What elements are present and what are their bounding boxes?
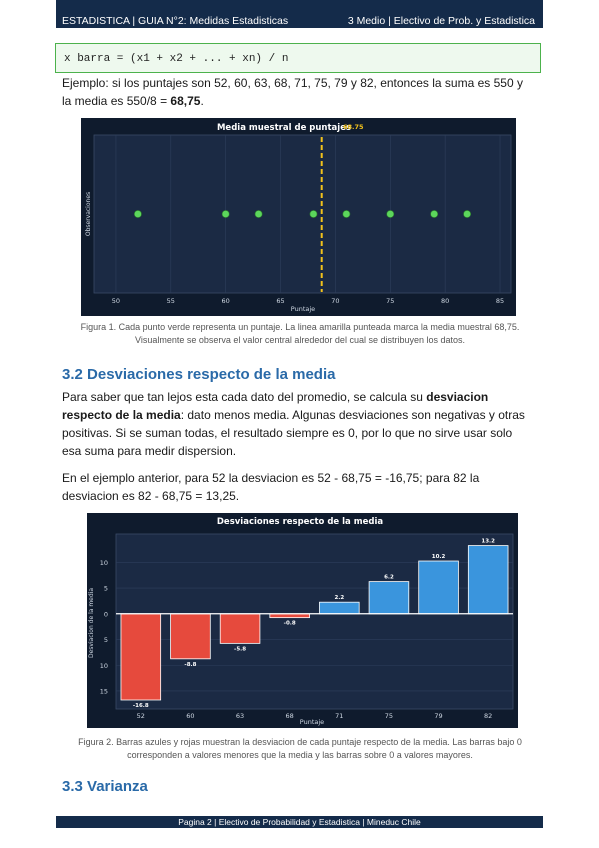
bar-value-label: 10.2 bbox=[432, 554, 446, 560]
figure2-caption: Figura 2. Barras azules y rojas muestran… bbox=[78, 737, 522, 760]
data-point bbox=[386, 210, 395, 218]
bar-value-label: 13.2 bbox=[481, 539, 495, 545]
bar bbox=[368, 581, 410, 615]
y-tick-label: 15 bbox=[100, 687, 108, 695]
bar-value-label: -8.8 bbox=[184, 662, 196, 668]
bar bbox=[120, 613, 162, 701]
bar bbox=[170, 613, 211, 660]
bar-value-label: -0.8 bbox=[284, 621, 296, 627]
y-tick-label: 0 bbox=[104, 610, 108, 618]
chart-title: Media muestral de puntajes bbox=[217, 123, 351, 133]
figure1-caption: Figura 1. Cada punto verde representa un… bbox=[80, 322, 520, 345]
bar bbox=[418, 560, 459, 615]
x-tick-label: 85 bbox=[496, 297, 504, 305]
deviation-bar-chart: Desviaciones respecto de la media Desvia… bbox=[87, 513, 518, 728]
header-left: ESTADISTICA | GUIA N°2: Medidas Estadist… bbox=[62, 15, 289, 27]
deviation-paragraph: Para saber que tan lejos esta cada dato … bbox=[62, 390, 525, 458]
x-tick-label: 55 bbox=[167, 297, 175, 305]
x-tick-label: 60 bbox=[222, 297, 230, 305]
data-point bbox=[342, 210, 351, 218]
data-point bbox=[254, 210, 263, 218]
bar bbox=[219, 613, 261, 644]
x-axis-label: Puntaje bbox=[291, 305, 315, 313]
x-tick-label: 75 bbox=[385, 712, 393, 720]
data-point bbox=[133, 210, 142, 218]
formula-box: x barra = (x1 + x2 + ... + xn) / n bbox=[55, 43, 541, 73]
x-tick-label: 50 bbox=[112, 297, 120, 305]
y-tick-label: 5 bbox=[104, 585, 108, 593]
x-tick-label: 80 bbox=[441, 297, 449, 305]
x-tick-label: 63 bbox=[236, 712, 244, 720]
plot-area bbox=[93, 134, 512, 294]
data-point bbox=[430, 210, 439, 218]
x-tick-label: 82 bbox=[484, 712, 492, 720]
x-tick-label: 52 bbox=[137, 712, 145, 720]
bar-value-label: 2.2 bbox=[334, 595, 344, 601]
x-tick-label: 75 bbox=[386, 297, 394, 305]
x-tick-label: 79 bbox=[434, 712, 442, 720]
bar bbox=[467, 545, 509, 615]
y-axis-label: Desviacion de la media bbox=[88, 588, 95, 658]
x-tick-label: 68 bbox=[286, 712, 294, 720]
bar-value-label: 6.2 bbox=[384, 575, 394, 581]
scatter-chart: Media muestral de puntajes 68.75 Observa… bbox=[81, 118, 516, 316]
x-axis-label: Puntaje bbox=[300, 718, 324, 726]
chart-title: Desviaciones respecto de la media bbox=[217, 517, 383, 527]
data-point bbox=[463, 210, 472, 218]
y-tick-label: 5 bbox=[104, 636, 108, 644]
bar-value-label: -16.8 bbox=[133, 703, 149, 709]
section-heading-3-2: 3.2 Desviaciones respecto de la media bbox=[62, 366, 336, 383]
mean-value: 68,75 bbox=[170, 94, 201, 108]
x-tick-label: 60 bbox=[186, 712, 194, 720]
section-heading-3-3: 3.3 Varianza bbox=[62, 778, 148, 795]
data-point bbox=[221, 210, 230, 218]
example-paragraph: Ejemplo: si los puntajes son 52, 60, 63,… bbox=[62, 76, 523, 108]
x-tick-label: 65 bbox=[276, 297, 284, 305]
y-tick-label: 10 bbox=[100, 662, 108, 670]
x-tick-label: 71 bbox=[335, 712, 343, 720]
page-footer: Pagina 2 | Electivo de Probabilidad y Es… bbox=[56, 816, 543, 828]
x-tick-label: 70 bbox=[331, 297, 339, 305]
header-right: 3 Medio | Electivo de Prob. y Estadistic… bbox=[347, 15, 535, 27]
y-axis-label: Observaciones bbox=[85, 192, 92, 236]
deviation-term: desviacion respecto de la media bbox=[62, 390, 489, 422]
y-tick-label: 10 bbox=[100, 559, 108, 567]
bar-value-label: -5.8 bbox=[234, 646, 246, 652]
mean-annotation: 68.75 bbox=[343, 123, 364, 131]
page-header: ESTADISTICA | GUIA N°2: Medidas Estadist… bbox=[56, 0, 543, 28]
bar bbox=[319, 601, 360, 615]
data-point bbox=[309, 210, 318, 218]
example-deviation-paragraph: En el ejemplo anterior, para 52 la desvi… bbox=[62, 471, 480, 503]
